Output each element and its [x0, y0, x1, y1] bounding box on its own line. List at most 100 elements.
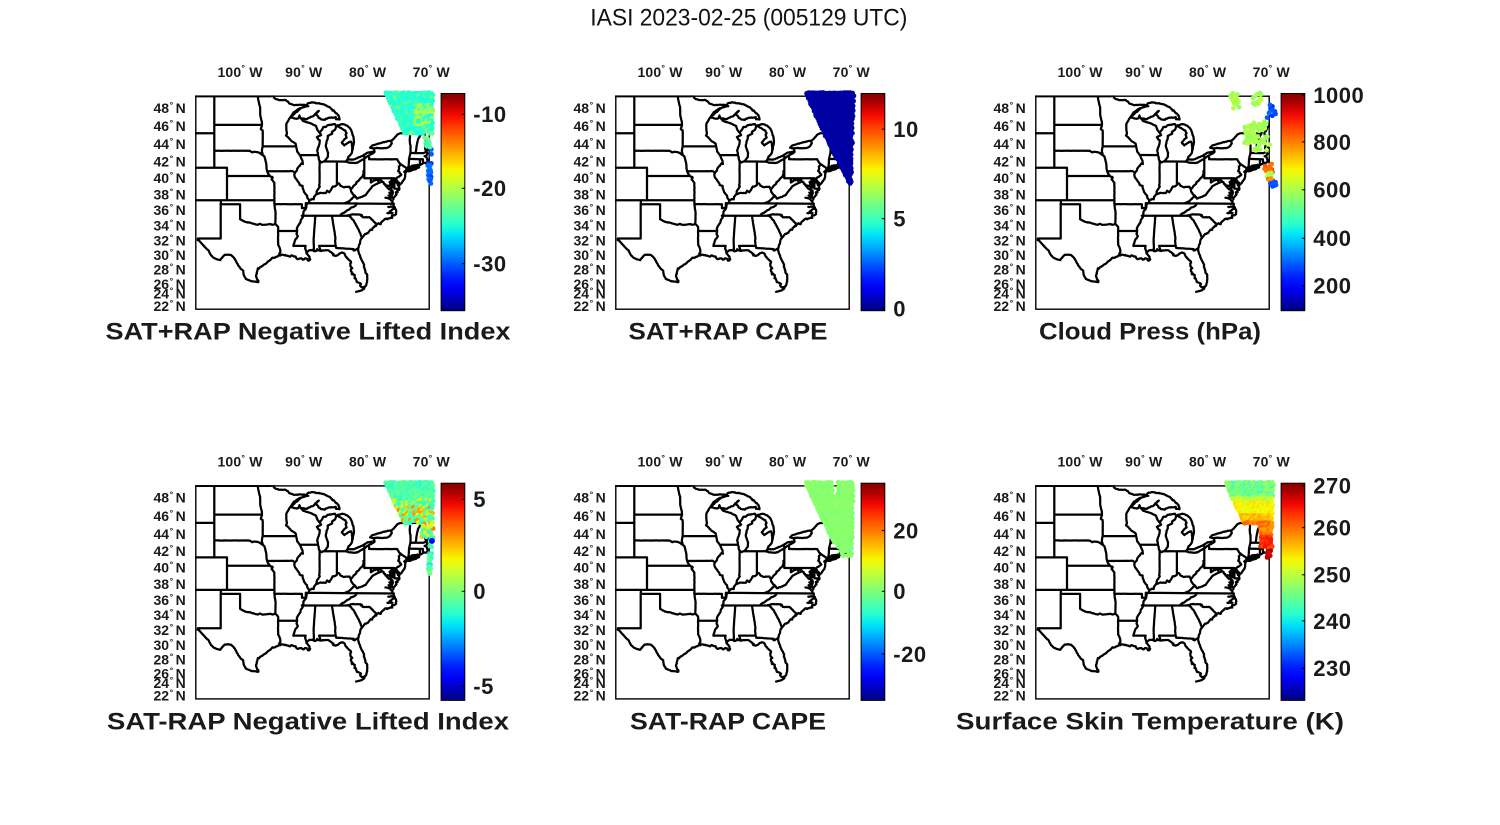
svg-text:36°N: 36° N [993, 592, 1025, 608]
svg-text:-20: -20 [893, 642, 926, 667]
svg-text:0: 0 [473, 579, 486, 604]
svg-text:36°N: 36° N [993, 202, 1025, 218]
svg-text:80° W: 80° W [349, 63, 387, 80]
svg-text:80° W: 80° W [349, 453, 387, 470]
svg-text:0: 0 [893, 296, 906, 321]
svg-text:260: 260 [1313, 516, 1351, 541]
svg-text:70° W: 70° W [833, 453, 871, 470]
svg-text:44°N: 44° N [153, 526, 185, 542]
svg-text:IASI 2023-02-25 (005129 UTC): IASI 2023-02-25 (005129 UTC) [590, 5, 907, 32]
svg-text:36°N: 36° N [153, 202, 185, 218]
svg-text:26°N: 26° N [993, 276, 1025, 292]
svg-text:28°N: 28° N [153, 262, 185, 278]
svg-text:40°N: 40° N [573, 560, 605, 576]
svg-text:42°N: 42° N [993, 153, 1025, 169]
svg-text:34°N: 34° N [153, 218, 185, 234]
svg-text:30°N: 30° N [993, 637, 1025, 653]
svg-text:40°N: 40° N [153, 170, 185, 186]
svg-text:24°N: 24° N [153, 675, 185, 691]
svg-text:80° W: 80° W [1189, 63, 1227, 80]
svg-text:22°N: 22° N [573, 298, 605, 314]
svg-text:22°N: 22° N [993, 688, 1025, 704]
svg-text:48°N: 48° N [993, 100, 1025, 116]
svg-text:24°N: 24° N [993, 675, 1025, 691]
svg-text:80° W: 80° W [769, 63, 807, 80]
svg-text:46°N: 46° N [993, 508, 1025, 524]
svg-text:42°N: 42° N [573, 153, 605, 169]
svg-text:46°N: 46° N [993, 118, 1025, 134]
svg-text:38°N: 38° N [573, 186, 605, 202]
svg-text:48°N: 48° N [573, 490, 605, 506]
svg-text:1000: 1000 [1313, 83, 1364, 108]
svg-text:28°N: 28° N [993, 651, 1025, 667]
svg-text:32°N: 32° N [153, 233, 185, 249]
svg-text:SAT-RAP CAPE: SAT-RAP CAPE [630, 708, 826, 735]
svg-text:22°N: 22° N [573, 688, 605, 704]
svg-text:250: 250 [1313, 563, 1351, 588]
svg-text:SAT+RAP Negative Lifted Index: SAT+RAP Negative Lifted Index [106, 319, 512, 346]
svg-text:46°N: 46° N [573, 118, 605, 134]
svg-text:38°N: 38° N [153, 576, 185, 592]
svg-text:44°N: 44° N [993, 526, 1025, 542]
svg-text:70° W: 70° W [1253, 453, 1291, 470]
svg-text:34°N: 34° N [993, 607, 1025, 623]
svg-text:Cloud Press (hPa): Cloud Press (hPa) [1039, 319, 1261, 346]
svg-text:600: 600 [1313, 178, 1351, 203]
svg-text:42°N: 42° N [993, 543, 1025, 559]
svg-text:32°N: 32° N [993, 622, 1025, 638]
svg-text:Surface Skin Temperature (K): Surface Skin Temperature (K) [956, 708, 1344, 735]
svg-text:32°N: 32° N [993, 233, 1025, 249]
svg-text:800: 800 [1313, 130, 1351, 155]
svg-text:80° W: 80° W [769, 453, 807, 470]
svg-text:40°N: 40° N [993, 560, 1025, 576]
svg-text:30°N: 30° N [153, 247, 185, 263]
svg-text:36°N: 36° N [573, 202, 605, 218]
svg-text:34°N: 34° N [573, 218, 605, 234]
svg-text:30°N: 30° N [573, 637, 605, 653]
svg-text:200: 200 [1313, 274, 1351, 299]
svg-text:28°N: 28° N [573, 262, 605, 278]
svg-text:28°N: 28° N [153, 651, 185, 667]
svg-text:SAT-RAP Negative Lifted Index: SAT-RAP Negative Lifted Index [107, 708, 510, 735]
svg-text:90° W: 90° W [705, 453, 743, 470]
svg-text:26°N: 26° N [153, 276, 185, 292]
svg-text:70° W: 70° W [1253, 63, 1291, 80]
svg-text:42°N: 42° N [153, 153, 185, 169]
svg-text:24°N: 24° N [573, 286, 605, 302]
svg-text:26°N: 26° N [993, 666, 1025, 682]
svg-text:100° W: 100° W [637, 63, 683, 80]
svg-text:38°N: 38° N [993, 186, 1025, 202]
svg-text:40°N: 40° N [993, 170, 1025, 186]
svg-text:400: 400 [1313, 226, 1351, 251]
svg-text:38°N: 38° N [573, 576, 605, 592]
svg-text:0: 0 [893, 579, 906, 604]
svg-text:42°N: 42° N [153, 543, 185, 559]
svg-text:28°N: 28° N [993, 262, 1025, 278]
svg-text:10: 10 [893, 117, 918, 142]
svg-text:28°N: 28° N [573, 651, 605, 667]
svg-text:48°N: 48° N [573, 100, 605, 116]
svg-text:34°N: 34° N [153, 607, 185, 623]
svg-text:100° W: 100° W [1057, 453, 1103, 470]
svg-text:100° W: 100° W [217, 453, 263, 470]
svg-text:20: 20 [893, 519, 918, 544]
svg-text:38°N: 38° N [993, 576, 1025, 592]
svg-text:SAT+RAP CAPE: SAT+RAP CAPE [629, 319, 828, 346]
svg-text:32°N: 32° N [573, 233, 605, 249]
svg-text:240: 240 [1313, 609, 1351, 634]
svg-text:40°N: 40° N [573, 170, 605, 186]
svg-text:30°N: 30° N [573, 247, 605, 263]
svg-text:80° W: 80° W [1189, 453, 1227, 470]
svg-text:24°N: 24° N [993, 286, 1025, 302]
svg-text:90° W: 90° W [1125, 453, 1163, 470]
svg-text:90° W: 90° W [1125, 63, 1163, 80]
svg-text:46°N: 46° N [573, 508, 605, 524]
svg-text:90° W: 90° W [705, 63, 743, 80]
svg-text:70° W: 70° W [413, 63, 451, 80]
svg-text:26°N: 26° N [573, 666, 605, 682]
svg-text:48°N: 48° N [993, 490, 1025, 506]
svg-text:48°N: 48° N [153, 100, 185, 116]
svg-text:-20: -20 [473, 176, 506, 201]
svg-text:5: 5 [473, 487, 486, 512]
svg-text:36°N: 36° N [153, 592, 185, 608]
